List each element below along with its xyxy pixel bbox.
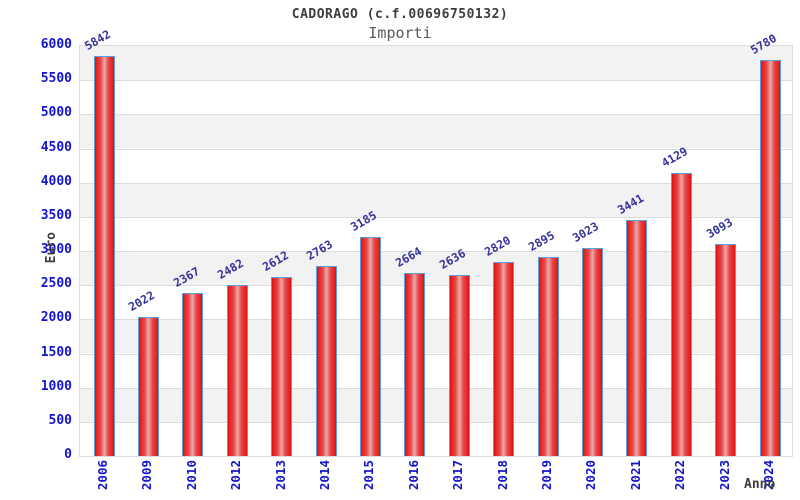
y-tick-label: 2500 [40,276,72,292]
x-tick-label: 2023 [716,460,732,491]
x-tick-label: 2020 [583,460,599,491]
gridline [80,148,792,150]
gridline [80,216,792,218]
bar-2016 [404,272,426,456]
bar-2017 [448,274,470,456]
gridline [80,353,792,355]
bar-2021 [626,219,648,456]
x-tick-label: 2017 [450,460,466,491]
y-tick-label: 5000 [40,105,72,121]
x-tick-label: 2022 [672,460,688,491]
bar-2019 [537,257,559,456]
bar-2024 [759,60,781,456]
x-tick-label: 2021 [627,460,643,491]
plot-band [80,80,792,115]
x-tick-label: 2010 [183,460,199,491]
gridline [80,421,792,423]
x-tick-label: 2018 [494,460,510,491]
plot-band [80,46,792,81]
x-tick-label: 2009 [139,460,155,491]
bar-2013 [271,276,293,456]
bar-2014 [315,266,337,456]
x-tick-label: 2013 [272,460,288,491]
bar-2006 [93,55,115,456]
x-tick-label: 2016 [405,460,421,491]
gridline [80,114,792,116]
gridline [80,387,792,389]
y-tick-label: 5500 [40,71,72,87]
x-tick-label: 2012 [228,460,244,491]
gridline [80,80,792,82]
y-tick-label: 1500 [40,344,72,360]
plot-area: 5842 2022 2367 2482 2612 2763 3185 2664 2636 2820… [79,27,793,457]
bar-2018 [493,262,515,456]
y-tick-label: 4000 [40,173,72,189]
x-tick-label: 2014 [317,460,332,491]
bar-2010 [182,293,204,456]
y-tick-label: 3000 [40,242,72,257]
y-tick-label: 500 [48,412,72,428]
gridline [80,251,792,252]
bar-2015 [359,237,381,456]
gridline [80,319,792,321]
x-tick-label: 2006 [95,460,110,491]
bar-2012 [226,285,248,456]
bar-2009 [137,316,159,456]
y-axis-title: Euro [44,232,59,264]
chart-subtitle: Importi [368,24,432,42]
plot-band [80,114,792,149]
bar-2020 [581,248,603,456]
y-tick-label: 3500 [40,207,72,223]
x-tick-label: 2019 [539,460,554,491]
y-tick-label: 2000 [40,310,72,326]
chart-title: CADORAGO (c.f.00696750132) [291,7,509,22]
y-tick-label: 0 [64,447,72,462]
bar-2022 [670,172,692,456]
x-axis-title: Anno [744,477,776,492]
y-tick-label: 4500 [40,139,72,155]
y-tick-label: 1000 [40,378,72,394]
gridline [80,182,792,184]
y-tick-label: 6000 [40,37,72,52]
gridline [80,285,792,287]
x-tick-label: 2015 [361,460,377,491]
bar-2023 [715,243,737,456]
